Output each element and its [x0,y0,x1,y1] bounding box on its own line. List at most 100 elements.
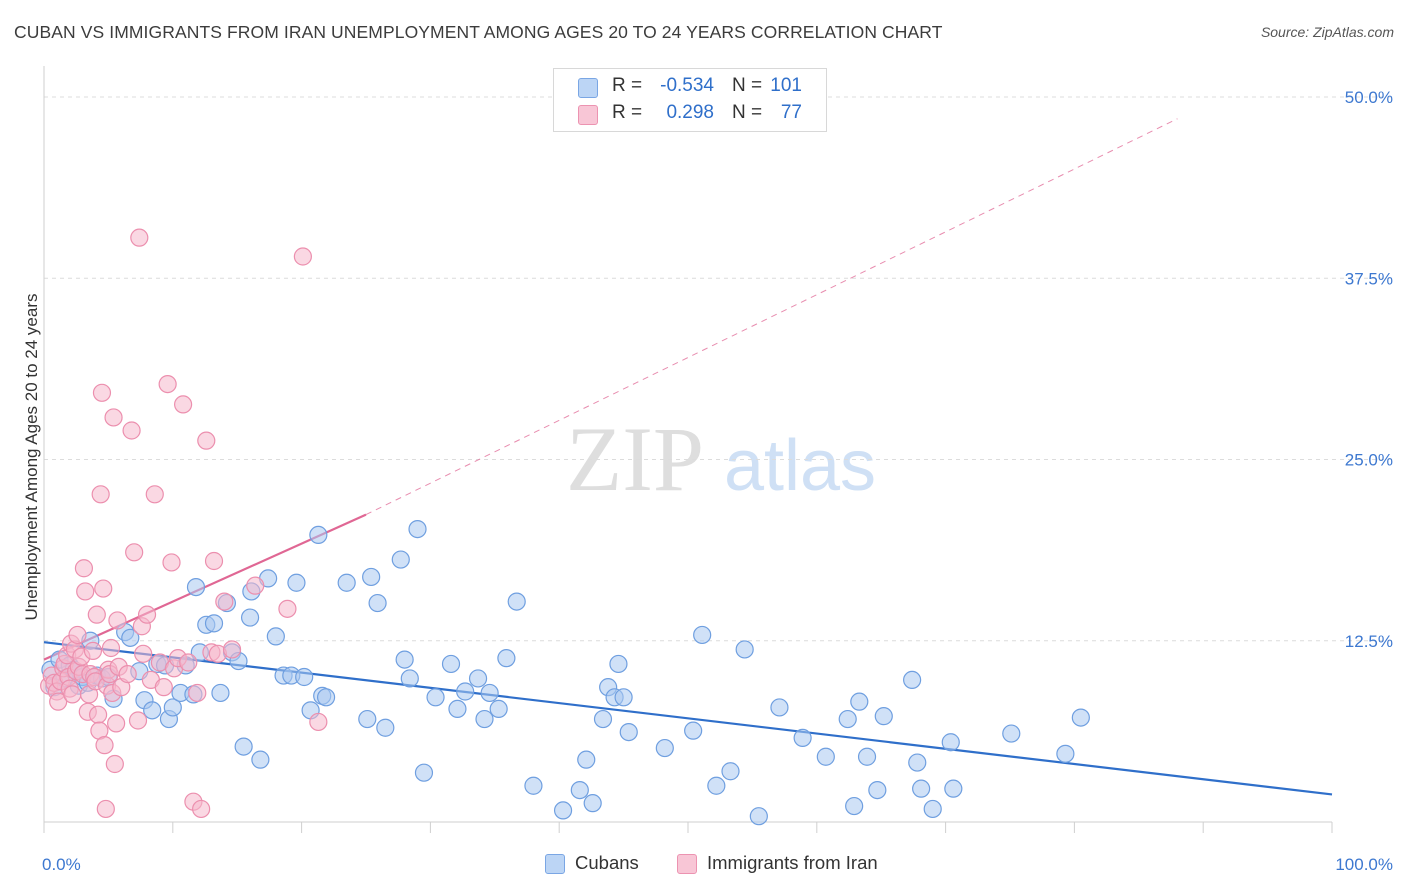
iran-point [107,714,126,733]
iran-point [222,640,242,659]
iran-point [154,678,173,697]
cubans-trend-line [43,641,1333,796]
cubans-point [655,738,674,758]
cubans-point [593,709,613,729]
iran-point [118,664,137,684]
iran-point [179,653,198,672]
iran-point [101,638,121,658]
watermark-zip: ZIP [566,408,704,510]
cubans-point [475,709,494,729]
bottom-legend-label-cubans: Cubans [575,852,639,873]
cubans-point [441,654,461,674]
x-tick-label: 100.0% [1335,855,1393,874]
cubans-point [456,682,475,701]
iran-point [278,599,297,618]
cubans-point [186,577,206,597]
cubans-point [400,669,419,688]
cubans-point [204,614,224,633]
legend-r-value: -0.534 [660,75,714,96]
cubans-point [287,573,306,592]
cubans-point [163,698,182,717]
bottom-legend-swatch-cubans [545,854,565,874]
cubans-point [1002,724,1021,743]
iran-point [204,551,224,571]
cubans-point [266,627,285,646]
iran-point [94,579,113,598]
cubans-point [1056,744,1075,763]
cubans-point [609,654,628,674]
correlation-legend: R = -0.534 N = 101 R = 0.298 N = 77 [553,68,827,132]
iran-point [188,683,207,703]
iran-point [88,705,108,724]
iran-point [49,692,68,711]
cubans-point [368,593,387,613]
legend-n-label: N = [732,75,763,96]
chart-title: CUBAN VS IMMIGRANTS FROM IRAN UNEMPLOYME… [14,22,943,42]
legend-r-label: R = [612,75,643,96]
cubans-point [923,799,942,819]
iran-point [145,485,164,504]
iran-point [108,611,127,630]
cubans-point [507,592,526,611]
cubans-point [316,688,336,707]
cubans-point [693,625,712,645]
cubans-point [524,776,543,795]
cubans-point [121,628,140,647]
y-tick-label: 37.5% [1345,269,1393,288]
iran-point [95,736,114,755]
cubans-point [408,519,427,539]
cubans-point [489,699,508,719]
cubans-point [793,728,812,748]
cubans-point [749,807,768,826]
cubans-point [143,701,162,720]
legend-n-value: 101 [770,75,802,96]
cubans-point [295,667,314,687]
cubans-point [376,718,395,737]
iran-point [174,395,193,414]
iran-point [63,685,82,704]
cubans-point [577,750,596,769]
iran-point [91,485,110,504]
cubans-point [251,750,270,769]
cubans-point [583,794,602,813]
iran-point [122,421,141,440]
y-tick-label: 50.0% [1345,88,1393,107]
iran-point [105,754,124,774]
cubans-point [497,649,516,668]
legend-swatch-iran [578,105,598,125]
cubans-point [908,753,927,772]
legend-r-value: 0.298 [666,102,714,123]
iran-trend-extension [365,118,1178,516]
source-credit: Source: ZipAtlas.com [1260,24,1394,40]
cubans-point [903,670,922,690]
iran-point [92,383,112,402]
cubans-point [395,650,414,669]
cubans-point [868,780,887,800]
cubans-point [838,709,857,729]
cubans-point [570,780,589,800]
cubans-point [721,762,740,781]
iran-point [309,712,328,732]
cubans-point [337,573,356,592]
cubans-point [234,737,253,756]
cubans-point [845,796,864,816]
iran-point [246,576,265,595]
data-points [40,228,1090,826]
legend-n-label: N = [732,102,763,123]
cubans-point [944,779,963,798]
legend-swatch-cubans [578,78,598,98]
cubans-point [553,801,573,820]
iran-point [192,799,211,819]
cubans-point [309,525,328,545]
iran-point [76,582,95,601]
iran-point [137,605,157,624]
legend-n-value: 77 [780,102,802,123]
cubans-point [707,776,726,795]
cubans-point [240,608,260,627]
iran-point [96,799,115,819]
cubans-point [468,669,488,688]
iran-point [197,431,216,450]
y-tick-label: 25.0% [1345,451,1393,470]
cubans-point [770,698,789,717]
